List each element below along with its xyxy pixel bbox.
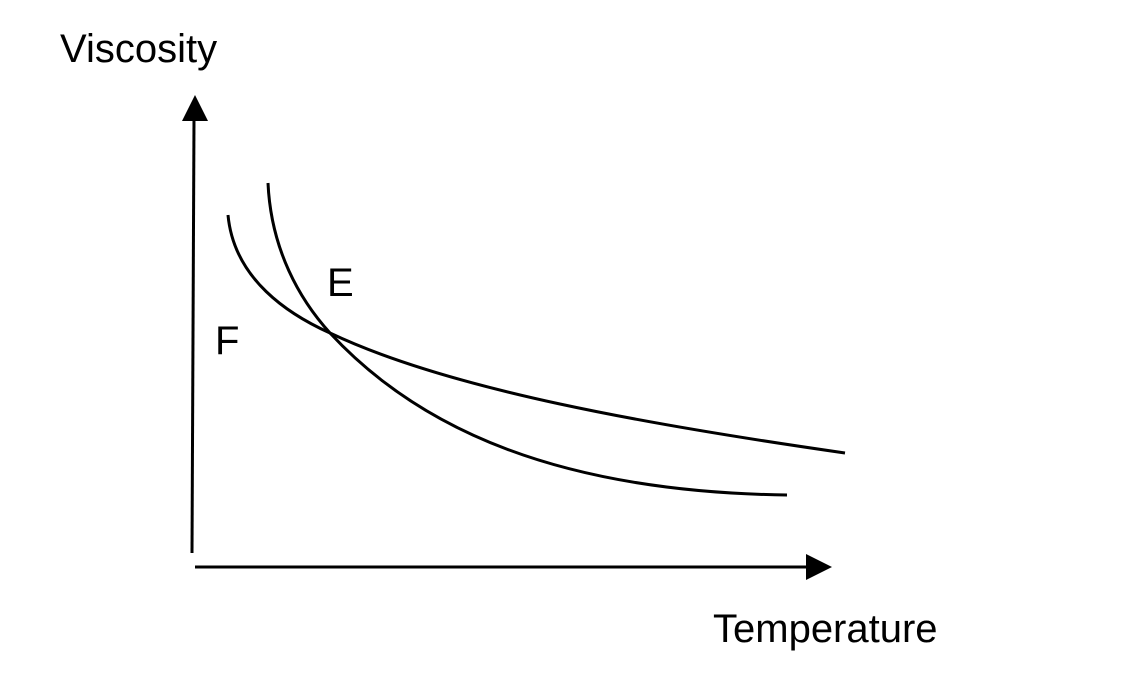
x-axis-arrow [806, 554, 832, 580]
curve-label: E [327, 261, 354, 305]
y-axis [190, 117, 196, 554]
curve-label: F [215, 319, 239, 363]
x-axis-label: Temperature [713, 607, 938, 651]
y-axis-arrow [182, 95, 208, 121]
curve-e [266, 182, 788, 497]
curve-f [226, 214, 846, 455]
y-axis-label: Viscosity [60, 27, 217, 71]
